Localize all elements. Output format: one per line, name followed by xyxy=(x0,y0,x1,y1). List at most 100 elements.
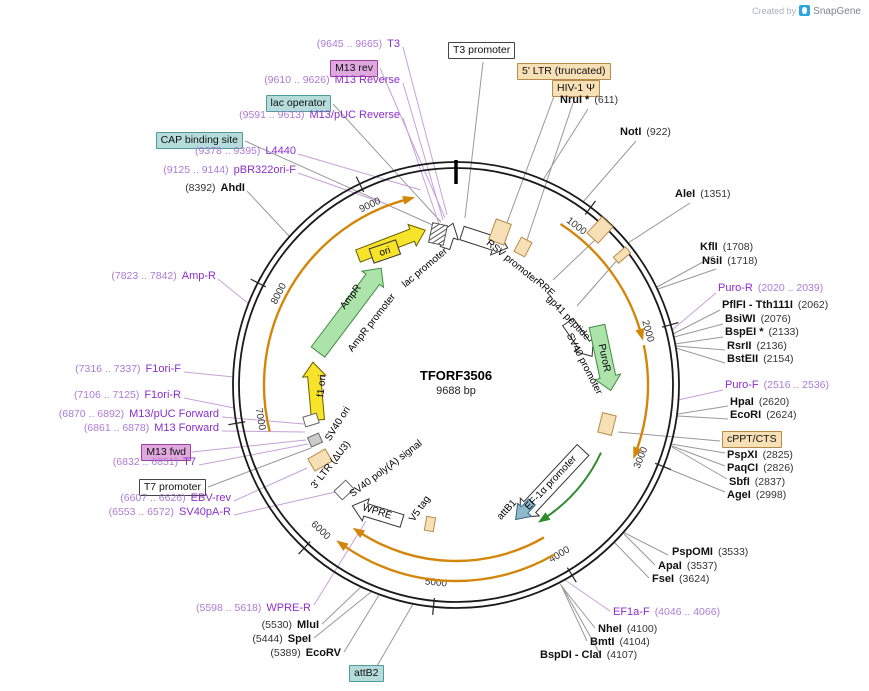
callout-pbr322ori-f[interactable]: (9125 .. 9144) pBR322ori-F xyxy=(163,164,296,176)
orf-arc-3-arrowhead xyxy=(336,540,349,551)
feature-label-4[interactable]: f1 ori xyxy=(316,374,329,397)
orf-arc-0[interactable] xyxy=(262,198,407,432)
callout-paqci[interactable]: PaqCI (2826) xyxy=(727,462,794,474)
callout-connector-line xyxy=(677,415,729,420)
callout-connector-line xyxy=(582,140,637,203)
callout-bspdi-clai[interactable]: BspDI - ClaI (4107) xyxy=(540,649,638,661)
callout-t3-promoter[interactable]: T3 promoter xyxy=(448,42,516,59)
feature-label-ori[interactable]: ori xyxy=(378,245,392,259)
callout-wpre-r[interactable]: (5598 .. 5618) WPRE-R xyxy=(196,602,311,614)
callout-sv40pa-r[interactable]: (6553 .. 6572) SV40pA-R xyxy=(108,506,231,518)
callout-l4440[interactable]: (9378 .. 9395) L4440 xyxy=(195,145,296,157)
feature-rre-box[interactable] xyxy=(586,216,614,244)
tick-8000 xyxy=(250,278,267,288)
callout-t7[interactable]: (6832 .. 6851) T7 xyxy=(112,456,196,468)
callout-cap-binding-site[interactable]: CAP binding site xyxy=(155,132,243,149)
feature-f1-ori-arrow[interactable] xyxy=(301,361,329,422)
callout-hiv-1-psi[interactable]: HIV-1 Ψ xyxy=(552,80,600,97)
callout-m13-forward[interactable]: (6861 .. 6878) M13 Forward xyxy=(83,422,219,434)
feature-wpre-arrow[interactable] xyxy=(349,495,405,532)
callout-bmti[interactable]: BmtI (4104) xyxy=(590,636,650,648)
feature-3ltr-box[interactable] xyxy=(307,448,333,472)
callout-ahdi[interactable]: (8392) AhdI xyxy=(185,182,245,194)
callout-pflfi-tth111i[interactable]: PflFI - Tth111I (2062) xyxy=(722,299,829,311)
feature-label-11[interactable]: EF-1α promoter xyxy=(523,453,579,512)
feature-sv40-polya-box[interactable] xyxy=(333,479,355,501)
callout-connector-line xyxy=(672,309,721,335)
callout-kfli[interactable]: KflI (1708) xyxy=(700,241,754,253)
callout-t7-promoter[interactable]: T7 promoter xyxy=(138,479,206,496)
callout-ef1a-f[interactable]: EF1a-F (4046 .. 4066) xyxy=(613,606,721,618)
callout-m13-puc-forward[interactable]: (6870 .. 6892) M13/pUC Forward xyxy=(58,408,219,420)
callout-f1ori-r[interactable]: (7106 .. 7125) F1ori-R xyxy=(73,389,181,401)
plasmid-title: TFORF3506 9688 bp xyxy=(376,368,536,397)
callout-noti[interactable]: NotI (922) xyxy=(620,126,671,138)
callout-attb2[interactable]: attB2 xyxy=(349,665,384,682)
callout-5-ltr-truncated[interactable]: 5' LTR (truncated) xyxy=(517,63,611,80)
callout-amp-r[interactable]: (7823 .. 7842) Amp-R xyxy=(111,270,216,282)
feature-ampr-arrow[interactable] xyxy=(307,260,392,360)
callout-connector-line xyxy=(576,257,620,307)
callout-lac-operator[interactable]: lac operator xyxy=(265,95,331,112)
callout-pspomi[interactable]: PspOMI (3533) xyxy=(672,546,749,558)
callout-connector-line xyxy=(627,202,691,244)
callout-fsei[interactable]: FseI (3624) xyxy=(652,573,710,585)
feature-label-1[interactable]: lac promoter xyxy=(400,245,450,290)
callout-bsteii[interactable]: BstEII (2154) xyxy=(727,353,794,365)
orf-arc-1[interactable] xyxy=(559,222,642,333)
callout-connector-line xyxy=(670,443,726,454)
callout-bsiwi[interactable]: BsiWI (2076) xyxy=(725,313,791,325)
callout-mlui[interactable]: (5530) MluI xyxy=(261,619,319,631)
feature-attb1-arrow[interactable] xyxy=(509,496,539,527)
feature-sv40-promoter-arrow[interactable] xyxy=(559,315,602,363)
callout-m13-puc-reverse[interactable]: (9591 .. 9613) M13/pUC Reverse xyxy=(239,109,400,121)
callout-pspxi[interactable]: PspXI (2825) xyxy=(727,449,793,461)
callout-connector-line xyxy=(321,586,362,625)
callout-agei[interactable]: AgeI (2998) xyxy=(727,489,787,501)
callout-nrui[interactable]: NruI * (611) xyxy=(560,94,619,106)
feature-misc-box[interactable] xyxy=(306,432,324,448)
feature-gp41-box[interactable] xyxy=(612,246,632,264)
callout-spei[interactable]: (5444) SpeI xyxy=(252,633,311,645)
feature-sv40-ori-box[interactable] xyxy=(302,412,320,428)
feature-label-5[interactable]: SV40 ori xyxy=(323,405,353,443)
callout-m13-rev[interactable]: M13 rev xyxy=(330,60,378,77)
orf-arc-4[interactable] xyxy=(359,531,545,563)
callout-bspei[interactable]: BspEI * (2133) xyxy=(725,326,799,338)
callout-sbfi[interactable]: SbfI (2837) xyxy=(729,476,786,488)
callout-puro-r[interactable]: Puro-R (2020 .. 2039) xyxy=(718,282,824,294)
orf-arc-2[interactable] xyxy=(635,344,650,452)
orf-arc-3[interactable] xyxy=(342,544,555,583)
callout-ecori[interactable]: EcoRI (2624) xyxy=(730,409,797,421)
callout-m13-fwd[interactable]: M13 fwd xyxy=(141,444,191,461)
callout-ecorv[interactable]: (5389) EcoRV xyxy=(270,647,341,659)
feature-5ltr-box[interactable] xyxy=(488,218,512,246)
feature-label-6[interactable]: RSV promoter xyxy=(484,238,541,287)
callout-puro-f[interactable]: Puro-F (2516 .. 2536) xyxy=(725,379,830,391)
callout-connector-line xyxy=(559,583,596,629)
callout-connector-line xyxy=(464,61,484,219)
callout-hpai[interactable]: HpaI (2620) xyxy=(730,396,790,408)
callout-t3[interactable]: (9645 .. 9665) T3 xyxy=(316,38,400,50)
callout-apai[interactable]: ApaI (3537) xyxy=(658,560,718,572)
orf-arc-0-arrowhead xyxy=(402,195,416,205)
callout-connector-line xyxy=(671,445,726,467)
feature-v5-box[interactable] xyxy=(423,515,437,533)
callout-m13-reverse[interactable]: (9610 .. 9626) M13 Reverse xyxy=(264,74,400,86)
callout-f1ori-f[interactable]: (7316 .. 7337) F1ori-F xyxy=(75,363,181,375)
callout-ebv-rev[interactable]: (6607 .. 6626) EBV-rev xyxy=(120,492,231,504)
callout-nhei[interactable]: NheI (4100) xyxy=(598,623,658,635)
feature-lac-region-box[interactable] xyxy=(427,222,449,246)
callout-rsrii[interactable]: RsrII (2136) xyxy=(727,340,787,352)
feature-label-16[interactable]: SV40 poly(A) signal xyxy=(348,438,425,500)
ori-label-box[interactable] xyxy=(368,239,402,264)
ef1a-orf-arc[interactable] xyxy=(544,452,602,519)
feature-cppt-cts-box[interactable] xyxy=(597,411,617,437)
feature-hiv1-psi-box[interactable] xyxy=(513,236,533,258)
callout-cppt-cts[interactable]: cPPT/CTS xyxy=(722,431,782,448)
callout-alei[interactable]: AleI (1351) xyxy=(675,188,731,200)
callout-nsii[interactable]: NsiI (1718) xyxy=(702,255,758,267)
callout-connector-line xyxy=(552,237,598,281)
feature-puror-arrow[interactable] xyxy=(584,323,623,393)
